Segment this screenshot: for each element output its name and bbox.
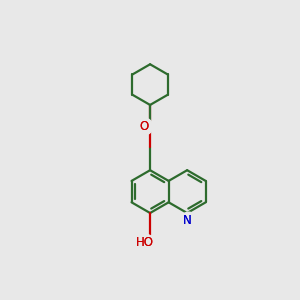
- Text: HO: HO: [136, 236, 154, 248]
- Text: N: N: [183, 214, 192, 227]
- Text: N: N: [183, 214, 192, 227]
- Text: O: O: [139, 120, 148, 133]
- Text: O: O: [139, 120, 148, 133]
- Text: HO: HO: [136, 236, 154, 248]
